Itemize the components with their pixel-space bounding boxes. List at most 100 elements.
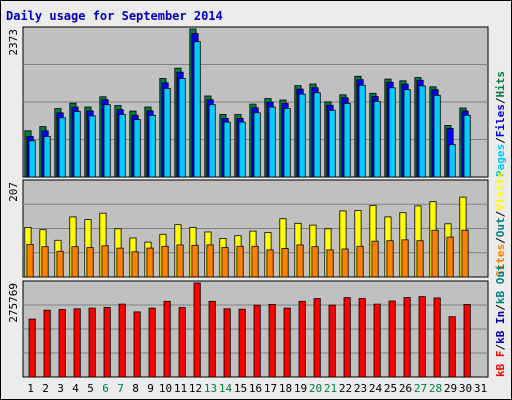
bar-top-pages-day-5 (88, 115, 96, 178)
bar-bottom-kb-f-day-22 (343, 297, 351, 378)
bar-bottom-kb-f-day-13 (208, 300, 216, 378)
bar-bottom-kb-f-day-11 (178, 307, 186, 378)
legend-separator: / (494, 97, 507, 104)
day-label-19: 19 (294, 382, 307, 395)
day-label-27: 27 (414, 382, 427, 395)
day-label-23: 23 (354, 382, 367, 395)
panel-top: 2373 (7, 26, 489, 178)
bar-middle-sites-day-15 (236, 245, 244, 278)
bar-bottom-kb-f-day-8 (133, 311, 141, 378)
bar-bottom-kb-f-day-17 (268, 303, 276, 378)
bar-top-pages-day-27 (418, 85, 426, 178)
bar-top-pages-day-22 (343, 103, 351, 178)
bar-middle-sites-day-7 (116, 247, 124, 278)
bar-middle-sites-day-10 (161, 245, 169, 278)
bar-bottom-kb-f-day-6 (103, 307, 111, 378)
bar-bottom-kb-f-day-19 (298, 300, 306, 378)
bar-top-pages-day-15 (238, 121, 246, 178)
bar-middle-sites-day-9 (146, 247, 154, 278)
bar-bottom-kb-f-day-20 (313, 298, 321, 378)
bar-top-pages-day-25 (388, 87, 396, 178)
bar-top-pages-day-11 (178, 78, 186, 178)
day-label-18: 18 (279, 382, 292, 395)
bar-middle-sites-day-4 (71, 246, 79, 278)
bar-bottom-kb-f-day-26 (403, 297, 411, 378)
bar-top-pages-day-2 (43, 136, 51, 178)
bar-middle-sites-day-23 (356, 245, 364, 278)
day-label-28: 28 (429, 382, 442, 395)
chart-title: Daily usage for September 2014 (6, 9, 223, 23)
legend-separator: / (494, 137, 507, 144)
bar-middle-sites-day-11 (176, 244, 184, 278)
bar-bottom-kb-f-day-25 (388, 300, 396, 378)
bar-bottom-kb-f-day-24 (373, 303, 381, 378)
bar-middle-sites-day-8 (131, 251, 139, 278)
bar-bottom-kb-f-day-3 (58, 309, 66, 378)
bar-top-pages-day-24 (373, 101, 381, 178)
bar-middle-sites-day-29 (446, 236, 454, 278)
panel-bottom: 275769 (7, 280, 489, 378)
bar-top-pages-day-3 (58, 117, 66, 178)
bar-middle-sites-day-1 (26, 243, 34, 278)
bar-middle-sites-day-14 (221, 247, 229, 278)
bar-middle-sites-day-16 (251, 245, 259, 278)
legend-separator: / (494, 304, 507, 311)
panel-middle: 207 (7, 179, 489, 278)
bar-bottom-kb-f-day-21 (328, 304, 336, 378)
bar-bottom-kb-f-day-12 (193, 282, 201, 378)
bar-middle-sites-day-25 (386, 240, 394, 278)
bar-bottom-kb-f-day-1 (28, 318, 36, 378)
bar-top-pages-day-28 (433, 94, 441, 178)
bar-top-pages-day-6 (103, 104, 111, 178)
bar-middle-sites-day-30 (461, 229, 469, 278)
bar-top-pages-day-21 (328, 109, 336, 178)
bar-middle-sites-day-24 (371, 240, 379, 278)
legend-item-kb-in: kB In (494, 311, 507, 344)
day-label-29: 29 (444, 382, 457, 395)
day-label-14: 14 (219, 382, 233, 395)
bar-bottom-kb-f-day-29 (448, 316, 456, 378)
day-label-15: 15 (234, 382, 247, 395)
day-label-25: 25 (384, 382, 397, 395)
bar-top-pages-day-7 (118, 114, 126, 178)
day-label-11: 11 (174, 382, 187, 395)
day-label-16: 16 (249, 382, 262, 395)
day-label-6: 6 (102, 382, 109, 395)
legend-top: Pages/Files/Hits (494, 71, 507, 177)
day-label-20: 20 (309, 382, 322, 395)
bar-bottom-kb-f-day-10 (163, 300, 171, 378)
legend-item-hits: Hits (494, 71, 507, 98)
bar-middle-sites-day-5 (86, 247, 94, 278)
day-label-1: 1 (27, 382, 34, 395)
bar-top-pages-day-8 (133, 119, 141, 178)
legend-item-kb-f: kB F (494, 351, 507, 378)
bar-middle-sites-day-2 (41, 246, 49, 278)
legend-item-pages: Pages (494, 144, 507, 177)
day-label-21: 21 (324, 382, 337, 395)
day-label-30: 30 (459, 382, 472, 395)
bar-middle-sites-day-26 (401, 239, 409, 278)
bar-middle-sites-day-19 (296, 244, 304, 278)
legend-item-kb-out: kB Out (494, 264, 507, 304)
bar-middle-sites-day-27 (416, 240, 424, 278)
x-axis-day-labels: 1 2 3 4 5 6 7 8 9 10 11 12 13 14 15 16 17 18 19 20 21 22 23 24 2… (27, 382, 487, 395)
day-label-26: 26 (399, 382, 412, 395)
day-label-10: 10 (159, 382, 172, 395)
bar-top-pages-day-12 (193, 41, 201, 178)
day-label-31: 31 (474, 382, 487, 395)
bar-top-pages-day-23 (358, 84, 366, 178)
bar-middle-sites-day-22 (341, 248, 349, 278)
bar-bottom-kb-f-day-2 (43, 309, 51, 378)
bar-top-pages-day-30 (463, 114, 471, 178)
bar-bottom-kb-f-day-27 (418, 296, 426, 378)
bar-top-pages-day-1 (28, 140, 36, 178)
legend-middle: Sites/Out/Visits (494, 171, 507, 277)
legend-item-out: Out (494, 217, 507, 237)
bar-middle-sites-day-3 (56, 250, 64, 278)
bar-top-pages-day-19 (298, 93, 306, 178)
day-label-4: 4 (72, 382, 79, 395)
day-label-3: 3 (57, 382, 64, 395)
bar-top-pages-day-9 (148, 114, 156, 178)
bar-top-pages-day-26 (403, 89, 411, 178)
